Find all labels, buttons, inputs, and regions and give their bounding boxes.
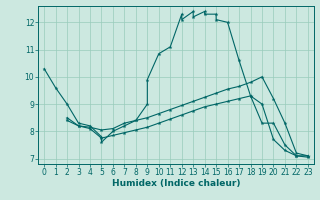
- X-axis label: Humidex (Indice chaleur): Humidex (Indice chaleur): [112, 179, 240, 188]
